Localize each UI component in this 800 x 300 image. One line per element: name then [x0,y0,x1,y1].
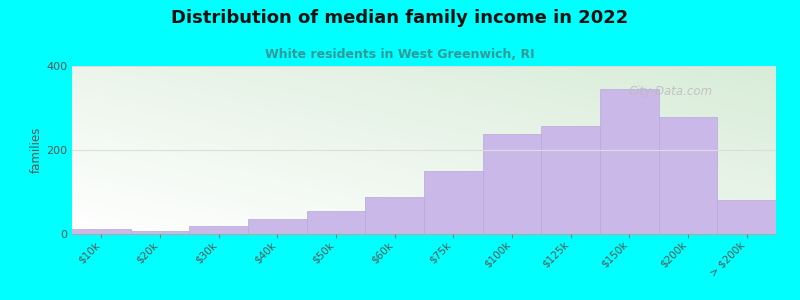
Bar [600,89,658,234]
Bar [482,134,542,234]
Text: White residents in West Greenwich, RI: White residents in West Greenwich, RI [265,48,535,61]
Text: City-Data.com: City-Data.com [628,85,712,98]
Bar [306,211,366,234]
Bar [542,126,600,234]
Bar [248,219,306,234]
Bar [130,231,190,234]
Text: Distribution of median family income in 2022: Distribution of median family income in … [171,9,629,27]
Bar [658,117,718,234]
Bar [72,229,130,234]
Bar [366,197,424,234]
Bar [190,226,248,234]
Y-axis label: families: families [30,127,43,173]
Bar [424,171,482,234]
Bar [718,200,776,234]
